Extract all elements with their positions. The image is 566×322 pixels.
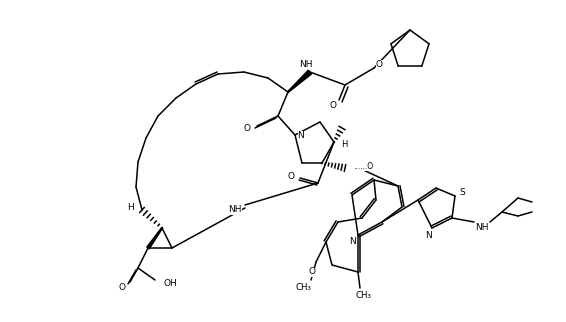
- Text: O: O: [375, 60, 383, 69]
- Text: NH: NH: [228, 205, 242, 214]
- Text: CH₃: CH₃: [356, 291, 372, 300]
- Polygon shape: [288, 70, 312, 92]
- Text: O: O: [243, 124, 251, 132]
- Text: S: S: [459, 187, 465, 196]
- Text: O: O: [288, 172, 294, 181]
- Text: OH: OH: [163, 279, 177, 289]
- Text: CH₃: CH₃: [296, 283, 312, 292]
- Polygon shape: [147, 228, 162, 249]
- Text: O: O: [118, 282, 126, 291]
- Text: O: O: [329, 100, 337, 109]
- Text: N: N: [350, 236, 357, 245]
- Text: NH: NH: [299, 60, 313, 69]
- Text: O: O: [308, 268, 315, 277]
- Text: H: H: [341, 139, 347, 148]
- Text: H: H: [127, 204, 134, 213]
- Text: N: N: [298, 130, 305, 139]
- Text: NH: NH: [475, 223, 489, 232]
- Text: N: N: [426, 232, 432, 241]
- Text: ......O: ......O: [353, 162, 373, 171]
